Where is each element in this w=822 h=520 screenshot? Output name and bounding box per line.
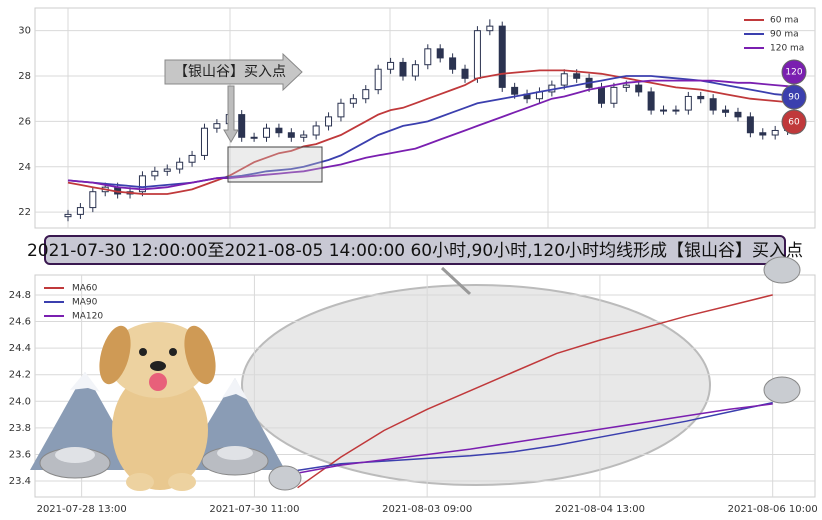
y-tick-label: 26 bbox=[18, 116, 31, 127]
ma-line bbox=[297, 401, 773, 472]
end-badge bbox=[781, 109, 807, 135]
candle-body bbox=[461, 68, 469, 79]
candle-body bbox=[560, 73, 568, 86]
end-badge-label: 120 bbox=[785, 68, 802, 78]
ma-line bbox=[297, 403, 773, 474]
candle-body bbox=[486, 25, 494, 32]
x-tick-label: 2021-08-06 10:00 bbox=[728, 504, 818, 515]
top-plot-frame bbox=[34, 7, 816, 229]
candle-body bbox=[176, 161, 184, 170]
x-tick-label: 2021-07-30 11:00 bbox=[209, 504, 299, 515]
banner-text: 2021-07-30 12:00:00至2021-08-05 14:00:00 … bbox=[27, 241, 803, 261]
candle-body bbox=[337, 102, 345, 118]
ma-line bbox=[67, 79, 801, 191]
y-tick-label: 30 bbox=[18, 26, 31, 37]
candle-body bbox=[163, 168, 171, 172]
candle-body bbox=[473, 30, 481, 79]
annotation-down-arrow bbox=[223, 85, 239, 143]
legend-label: MA120 bbox=[72, 312, 103, 322]
legend-label: MA60 bbox=[72, 284, 98, 294]
decoration bbox=[30, 256, 801, 491]
top-vertical-grid bbox=[67, 8, 709, 228]
candle-body bbox=[399, 61, 407, 77]
candle-body bbox=[635, 84, 643, 93]
candle-body bbox=[213, 123, 221, 129]
end-badge-label: 60 bbox=[788, 118, 800, 128]
candle-body bbox=[287, 132, 295, 138]
candle-body bbox=[622, 84, 630, 88]
candle-body bbox=[449, 57, 457, 70]
highlight-ellipse bbox=[241, 284, 711, 486]
end-badge-label: 90 bbox=[788, 93, 800, 103]
y-tick-label: 28 bbox=[18, 71, 31, 82]
candle-body bbox=[411, 64, 419, 77]
candle-body bbox=[89, 191, 97, 209]
ma-line bbox=[297, 294, 773, 489]
candle-body bbox=[349, 98, 357, 104]
candle-body bbox=[151, 170, 159, 177]
ma-line bbox=[67, 69, 801, 195]
candle-body bbox=[138, 175, 146, 193]
annotation-arrow-box bbox=[164, 52, 303, 92]
candle-body bbox=[610, 86, 618, 104]
end-badge bbox=[781, 84, 807, 110]
candle-body bbox=[498, 25, 506, 88]
x-tick-label: 2021-07-28 13:00 bbox=[37, 504, 127, 515]
candle-body bbox=[759, 132, 767, 136]
candle-body bbox=[573, 73, 581, 79]
candle-body bbox=[660, 109, 668, 112]
y-tick-label: 23.8 bbox=[9, 423, 31, 434]
candle-body bbox=[647, 91, 655, 111]
pointer-arrow bbox=[440, 266, 472, 296]
candle-body bbox=[374, 68, 382, 91]
legend-label: 90 ma bbox=[770, 30, 799, 40]
candle-body bbox=[722, 109, 730, 113]
candle-body bbox=[238, 114, 246, 138]
banner bbox=[44, 235, 786, 265]
candle-body bbox=[436, 48, 444, 59]
candle-body bbox=[684, 95, 692, 111]
candle-body bbox=[709, 98, 717, 111]
x-tick-label: 2021-08-03 09:00 bbox=[382, 504, 472, 515]
y-tick-label: 24.4 bbox=[9, 343, 31, 354]
candle-body bbox=[325, 116, 333, 127]
candle-body bbox=[362, 89, 370, 100]
y-tick-label: 23.4 bbox=[9, 476, 31, 487]
y-tick-label: 24.6 bbox=[9, 317, 31, 328]
legend-label: 60 ma bbox=[770, 16, 799, 26]
candle-body bbox=[275, 127, 283, 134]
y-tick-label: 24 bbox=[18, 162, 31, 173]
end-badge bbox=[781, 59, 807, 85]
legend-label: MA90 bbox=[72, 298, 98, 308]
highlight-box bbox=[227, 146, 323, 183]
y-tick-label: 24.2 bbox=[9, 370, 31, 381]
candle-body bbox=[312, 125, 320, 136]
y-tick-label: 23.6 bbox=[9, 449, 31, 460]
candle-body bbox=[64, 213, 72, 218]
candle-body bbox=[188, 154, 196, 163]
candle-body bbox=[734, 111, 742, 118]
candle-body bbox=[672, 109, 680, 112]
candle-body bbox=[76, 207, 84, 215]
candle-body bbox=[263, 127, 271, 138]
candle-body bbox=[597, 86, 605, 104]
y-tick-label: 24.0 bbox=[9, 396, 31, 407]
candle-body bbox=[697, 95, 705, 100]
y-tick-label: 24.8 bbox=[9, 290, 31, 301]
candle-body bbox=[200, 127, 208, 156]
legend-label: 120 ma bbox=[770, 44, 804, 54]
candle-body bbox=[511, 86, 519, 95]
x-tick-label: 2021-08-04 13:00 bbox=[555, 504, 645, 515]
candle-body bbox=[746, 116, 754, 134]
candle-body bbox=[424, 48, 432, 66]
candle-body bbox=[387, 61, 395, 70]
candle-body bbox=[771, 129, 779, 136]
candle-body bbox=[300, 134, 308, 138]
annotation-text: 【银山谷】买入点 bbox=[174, 64, 286, 80]
candle-body bbox=[250, 136, 258, 139]
y-tick-label: 22 bbox=[18, 207, 31, 218]
